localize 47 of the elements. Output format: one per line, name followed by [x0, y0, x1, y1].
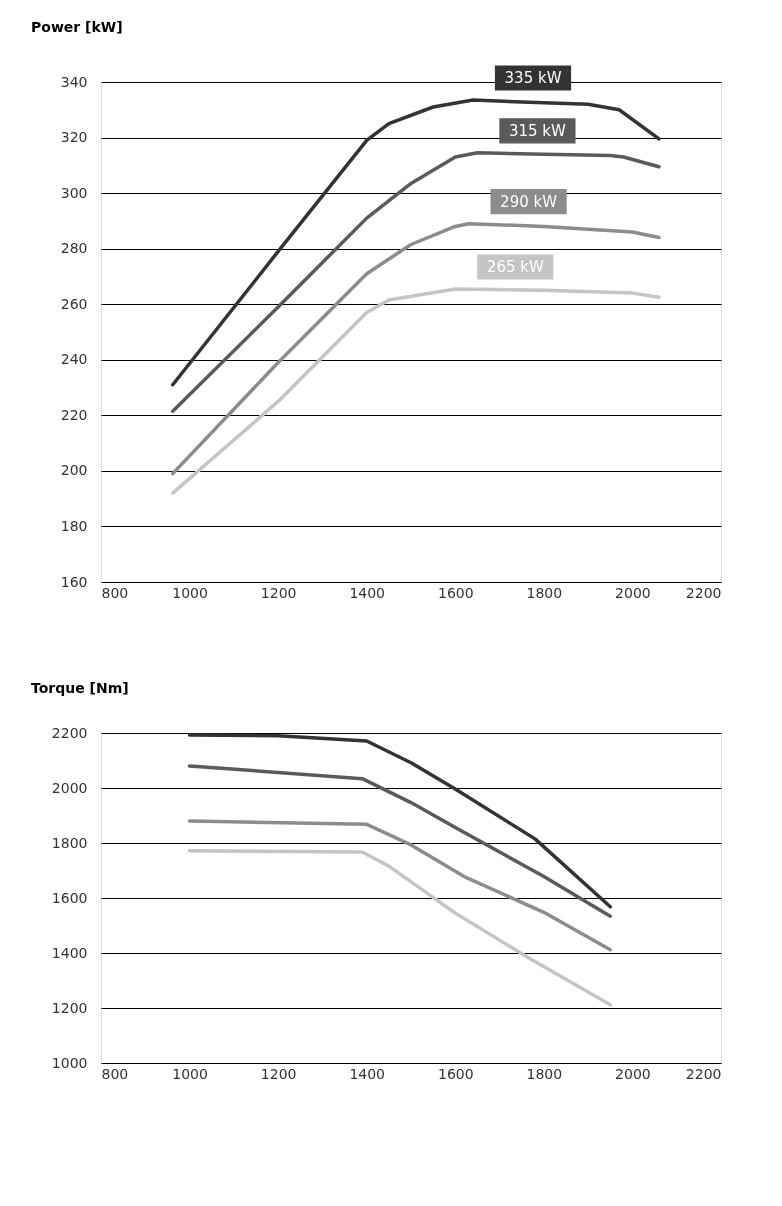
x-tick-label: 1600	[437, 1065, 474, 1082]
y-tick-label: 1200	[51, 999, 88, 1016]
x-tick-label: 2200	[685, 584, 722, 601]
series-label: 315 kW	[508, 121, 567, 140]
y-tick-label: 1400	[51, 944, 88, 961]
x-tick-label: 800	[101, 1065, 129, 1082]
y-axis-title: Power [kW]	[31, 19, 123, 36]
line-series	[170, 98, 661, 387]
line-series	[170, 287, 661, 495]
y-tick-label: 340	[60, 73, 88, 90]
x-tick-label: 2000	[615, 1065, 651, 1082]
x-tick-label: 1600	[437, 584, 474, 601]
line-series	[187, 733, 613, 909]
y-tick-label: 220	[60, 406, 88, 423]
y-tick-label: 280	[60, 240, 88, 257]
x-tick-label: 1800	[526, 1065, 563, 1082]
x-tick-label: 1000	[172, 584, 208, 601]
x-tick-label: 1000	[172, 1065, 208, 1082]
y-tick-label: 2200	[51, 724, 88, 741]
x-tick-label: 2200	[685, 1065, 722, 1082]
line-series	[170, 221, 661, 476]
y-axis-title: Torque [Nm]	[31, 680, 129, 696]
y-tick-label: 300	[60, 184, 88, 201]
x-tick-label: 2000	[615, 584, 651, 601]
y-tick-label: 240	[60, 351, 88, 368]
x-tick-label: 1800	[526, 584, 563, 601]
y-tick-label: 1000	[51, 1054, 88, 1071]
x-tick-label: 1200	[260, 1065, 297, 1082]
line-series	[187, 819, 613, 952]
series-label: 265 kW	[486, 257, 544, 276]
line-series	[170, 151, 661, 413]
x-tick-label: 1200	[260, 584, 297, 601]
x-tick-label: 1400	[349, 1065, 386, 1082]
y-tick-label: 180	[60, 517, 88, 534]
line-series	[187, 848, 613, 1007]
series-label: 335 kW	[504, 69, 562, 88]
y-tick-label: 260	[60, 295, 88, 312]
line-series	[187, 764, 613, 918]
y-tick-label: 320	[60, 129, 88, 146]
y-tick-label: 200	[60, 462, 88, 479]
y-tick-label: 160	[60, 573, 88, 590]
x-tick-label: 1400	[349, 584, 386, 601]
series-label: 290 kW	[500, 192, 558, 211]
x-tick-label: 800	[101, 584, 129, 601]
y-tick-label: 1800	[51, 834, 88, 851]
y-tick-label: 2000	[51, 779, 88, 796]
y-tick-label: 1600	[51, 889, 88, 906]
